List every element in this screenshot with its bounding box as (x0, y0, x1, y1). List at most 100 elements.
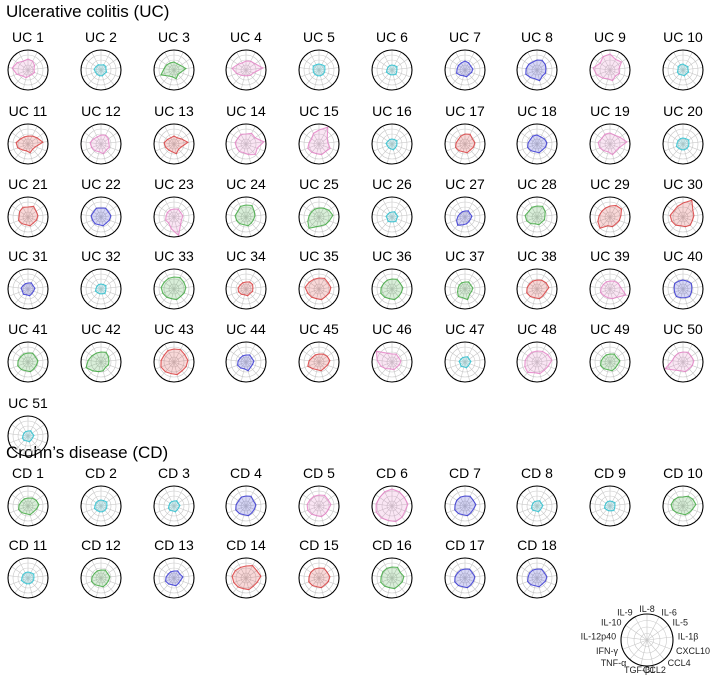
radar-spoke (95, 505, 102, 526)
radar-spoke (673, 52, 684, 71)
radar-spoke (100, 271, 111, 290)
radar-spoke (22, 577, 29, 598)
radar-spoke (386, 361, 393, 382)
radar-spoke (375, 566, 393, 579)
radar-spoke (155, 69, 175, 78)
radar-spoke (100, 361, 115, 378)
radar-spoke (531, 505, 538, 526)
radar-spoke (682, 288, 702, 297)
radar-outer-ring (80, 341, 122, 383)
radar-series-polygon (455, 60, 474, 78)
radar-spoke (309, 344, 320, 363)
uc-radar-11: UC 12 (80, 103, 122, 165)
radar-spoke (386, 216, 393, 237)
radar-spoke (609, 288, 624, 305)
radar-spoke (245, 69, 265, 78)
radar-spoke (245, 344, 256, 363)
radar-spoke (593, 350, 611, 363)
radar-spoke (664, 143, 684, 152)
radar-spoke (536, 505, 551, 522)
radar-spoke (386, 143, 393, 164)
radar-series-polygon (524, 350, 553, 375)
radar-outer-ring (444, 557, 486, 599)
radar-spoke (157, 132, 175, 145)
radar-spoke (227, 288, 247, 297)
radar-spoke (446, 361, 466, 370)
radar-spoke (173, 494, 191, 507)
axis-label: IL-8 (639, 604, 655, 614)
uc-radar-0: UC 1 (7, 29, 49, 91)
radar-spoke (11, 132, 29, 145)
radar-spoke (604, 69, 611, 90)
radar-series-polygon (307, 353, 331, 372)
radar-spoke (523, 577, 538, 594)
radar-outer-ring (7, 557, 49, 599)
radar-spoke (27, 418, 38, 437)
radar-spoke (609, 69, 616, 90)
radar-outer-ring (298, 123, 340, 165)
radar-outer-ring (298, 341, 340, 383)
uc-radar-50: UC 51 (7, 395, 49, 457)
group-title-uc: Ulcerative colitis (UC) (6, 2, 169, 21)
radar-spoke (229, 350, 247, 363)
radar-spoke (27, 132, 45, 145)
radar-spoke (464, 216, 479, 233)
radar-spoke (318, 503, 339, 507)
radar-panel-label: UC 50 (663, 321, 703, 337)
radar-spoke (9, 435, 29, 444)
radar-spoke (300, 143, 320, 152)
uc-radar-43: UC 44 (225, 321, 267, 383)
radar-spoke (245, 126, 256, 145)
radar-spoke (464, 271, 475, 290)
radar-spoke (318, 69, 325, 90)
radar-spoke (518, 288, 538, 297)
radar-spoke (245, 69, 252, 90)
radar-panel-label: CD 17 (445, 537, 485, 553)
radar-spoke (536, 494, 554, 507)
radar-panel-label: CD 16 (372, 537, 412, 553)
radar-spoke (173, 359, 194, 363)
uc-radar-17: UC 18 (516, 103, 558, 165)
radar-spoke (527, 344, 538, 363)
radar-spoke (157, 277, 175, 290)
radar-spoke (677, 288, 684, 309)
radar-spoke (609, 271, 620, 290)
radar-series-polygon (90, 207, 112, 227)
radar-spoke (646, 639, 672, 650)
radar-spoke (240, 361, 247, 382)
radar-spoke (8, 214, 29, 218)
radar-spoke (591, 505, 611, 514)
radar-spoke (464, 69, 484, 78)
radar-spoke (523, 143, 538, 160)
radar-outer-ring (153, 49, 195, 91)
radar-spoke (455, 52, 466, 71)
radar-spoke (593, 494, 611, 507)
radar-spoke (455, 199, 466, 218)
radar-spoke (300, 505, 320, 514)
radar-spoke (22, 216, 29, 237)
radar-spoke (27, 271, 38, 290)
radar-spoke (173, 505, 188, 522)
radar-series-polygon (165, 570, 184, 587)
radar-spoke (232, 577, 247, 594)
radar-spoke (100, 505, 120, 514)
radar-spoke (375, 494, 393, 507)
radar-spoke (446, 577, 466, 586)
radar-spoke (609, 494, 627, 507)
radar-spoke (173, 271, 184, 290)
radar-panel-label: CD 3 (158, 465, 190, 481)
radar-panel-label: UC 2 (85, 29, 117, 45)
radar-spoke (375, 350, 393, 363)
radar-spoke (100, 58, 118, 71)
radar-outer-ring (7, 49, 49, 91)
radar-panel-label: CD 10 (663, 465, 703, 481)
radar-spoke (391, 143, 406, 160)
radar-spoke (245, 361, 252, 382)
radar-spoke (227, 577, 247, 586)
radar-spoke (305, 143, 320, 160)
radar-spoke (173, 52, 184, 71)
radar-spoke (302, 277, 320, 290)
radar-panel-label: UC 8 (521, 29, 553, 45)
radar-spoke (459, 577, 466, 598)
radar-spoke (100, 344, 111, 363)
